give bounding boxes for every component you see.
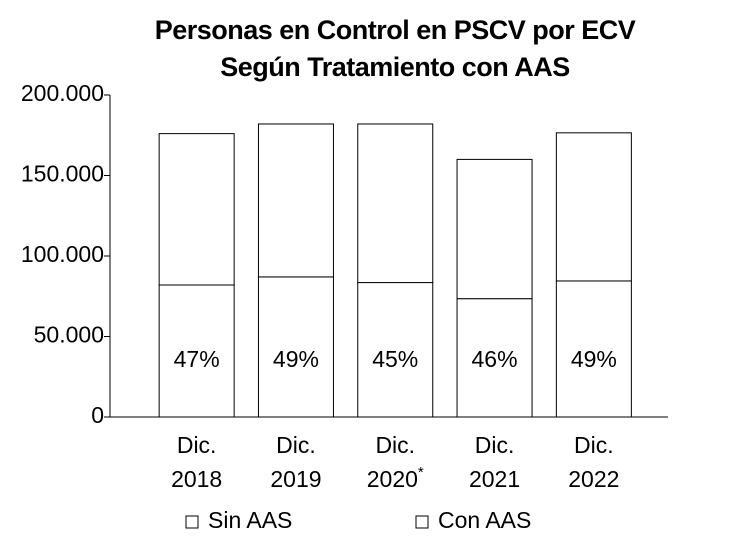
bar-segment [555,280,632,418]
chart-subtitle: Según Tratamiento con AAS [220,52,570,82]
bar-segment [555,132,632,282]
x-tick-label-line: 2021 [469,466,520,492]
y-tick-label: 50.000 [34,322,104,348]
chart-title: Personas en Control en PSCV por ECV [155,15,636,45]
bar-segment [357,282,434,418]
y-tick-label: 0 [91,402,104,428]
bar-segment [158,133,235,286]
bar-segment [456,158,533,300]
bar-segment [257,123,334,278]
x-tick-label-line: 2018 [171,466,222,492]
legend-swatch [415,515,429,529]
bar-segment [456,298,533,418]
x-tick-label: Dic. 2019 [270,432,321,492]
y-tick-label: 100.000 [21,241,104,267]
x-tick-label: Dic. 2022 [568,432,619,492]
x-tick-label: Dic. 2018 [171,432,222,492]
x-tick-label-line: 2022 [568,466,619,492]
x-tick-label-line: Dic. [574,432,614,458]
x-tick-label-line: Dic. [177,432,217,458]
bar-annotation: 46% [472,346,518,372]
bar-annotation: 47% [174,346,220,372]
x-tick-label-line: Dic. [276,432,316,458]
x-tick-label-mark: * [418,464,424,481]
x-tick-label-line: Dic. [375,432,415,458]
x-tick-label: Dic. 2020* [367,432,424,492]
legend-label: Con AAS [438,507,531,533]
bar-annotation: 45% [372,346,418,372]
legend-label: Sin AAS [208,507,292,533]
x-tick-label: Dic. 2021 [469,432,520,492]
bar-annotation: 49% [571,346,617,372]
bar-segment [257,276,334,418]
y-tick-label: 150.000 [21,161,104,187]
x-tick-label-line: 2019 [270,466,321,492]
x-tick-label-line: Dic. [475,432,515,458]
bar-segment [158,284,235,418]
legend-swatch [185,515,199,529]
bar-segment [357,123,434,284]
y-tick-label: 200.000 [21,80,104,106]
bar-annotation: 49% [273,346,319,372]
x-tick-label-line: 2020 [367,466,418,492]
